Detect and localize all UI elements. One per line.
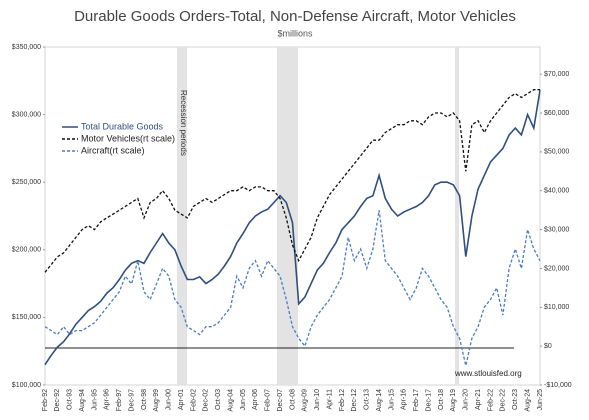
y-tick-label: $350,000 bbox=[12, 44, 41, 51]
recession-band bbox=[177, 47, 187, 385]
x-tick-label: Feb-22 bbox=[487, 389, 494, 411]
x-tick-label: Dec-22 bbox=[500, 389, 507, 412]
x-tick-label: Feb-17 bbox=[413, 389, 420, 411]
x-tick-label: Aug-94 bbox=[79, 389, 86, 412]
source-label: www.stlouisfed.org bbox=[454, 369, 522, 378]
x-tick-label: Oct-98 bbox=[141, 389, 148, 410]
x-tick-label: Aug-99 bbox=[153, 389, 160, 412]
y2-tick-label: -$10,000 bbox=[544, 382, 572, 389]
series-line bbox=[44, 210, 541, 366]
x-tick-label: Dec-17 bbox=[425, 389, 432, 412]
x-tick-label: Jun-00 bbox=[166, 389, 173, 411]
x-tick-label: Dec-92 bbox=[54, 389, 61, 412]
x-tick-label: Dec-12 bbox=[351, 389, 358, 412]
y2-tick-label: $30,000 bbox=[544, 226, 569, 233]
legend-label: Total Durable Goods bbox=[81, 121, 164, 131]
x-tick-label: Oct-08 bbox=[289, 389, 296, 410]
y-tick-label: $150,000 bbox=[12, 314, 41, 321]
x-tick-label: Aug-09 bbox=[302, 389, 309, 412]
y-tick-label: $300,000 bbox=[12, 111, 41, 118]
chart-subtitle: $millions bbox=[277, 28, 313, 38]
x-tick-label: Dec-02 bbox=[203, 389, 210, 412]
x-tick-label: Apr-96 bbox=[104, 389, 111, 410]
x-tick-label: Dec-07 bbox=[277, 389, 284, 412]
x-tick-label: Feb-02 bbox=[190, 389, 197, 411]
x-tick-label: Aug-24 bbox=[524, 389, 531, 412]
x-tick-label: Apr-21 bbox=[475, 389, 482, 410]
recession-band bbox=[277, 47, 298, 385]
y-tick-label: $100,000 bbox=[12, 382, 41, 389]
x-tick-label: Jun-95 bbox=[91, 389, 98, 411]
x-tick-label: Apr-16 bbox=[401, 389, 408, 410]
y2-tick-label: $60,000 bbox=[544, 110, 569, 117]
y2-tick-label: $10,000 bbox=[544, 304, 569, 311]
x-tick-label: Feb-12 bbox=[339, 389, 346, 411]
legend-label: Aircraft(rt scale) bbox=[81, 145, 145, 155]
x-tick-label: Aug-14 bbox=[376, 389, 383, 412]
x-tick-label: Dec-97 bbox=[128, 389, 135, 412]
y2-tick-label: $20,000 bbox=[544, 265, 569, 272]
x-tick-label: Jun-15 bbox=[388, 389, 395, 411]
x-tick-label: Apr-11 bbox=[326, 389, 333, 410]
legend: Total Durable Goods Motor Vehicles(rt sca… bbox=[62, 121, 175, 155]
series-line bbox=[44, 89, 540, 273]
x-tick-label: Jun-10 bbox=[314, 389, 321, 411]
x-tick-label: Oct-23 bbox=[512, 389, 519, 410]
x-tick-label: Jun-25 bbox=[537, 389, 544, 411]
y2-tick-label: $50,000 bbox=[544, 149, 569, 156]
y-tick-label: $250,000 bbox=[12, 179, 41, 186]
legend-label: Motor Vehicles(rt scale) bbox=[81, 133, 175, 143]
x-tick-label: Oct-03 bbox=[215, 389, 222, 410]
x-tick-label: Oct-18 bbox=[438, 389, 445, 410]
x-tick-label: Oct-93 bbox=[67, 389, 74, 410]
x-tick-label: Jun-05 bbox=[240, 389, 247, 411]
x-tick-label: Feb-92 bbox=[42, 389, 49, 411]
recession-label: Recession periods bbox=[179, 90, 188, 156]
y2-tick-label: $40,000 bbox=[544, 188, 569, 195]
x-tick-label: Apr-06 bbox=[252, 389, 259, 410]
x-tick-label: Feb-07 bbox=[265, 389, 272, 411]
x-tick-label: Feb-97 bbox=[116, 389, 123, 411]
x-tick-label: Jun-20 bbox=[463, 389, 470, 411]
y2-tick-label: $70,000 bbox=[544, 71, 569, 78]
x-tick-label: Oct-13 bbox=[364, 389, 371, 410]
series-line bbox=[44, 90, 541, 366]
chart-title: Durable Goods Orders-Total, Non-Defense … bbox=[74, 8, 516, 25]
x-tick-label: Apr-01 bbox=[178, 389, 185, 410]
recession-band bbox=[455, 47, 459, 385]
y2-tick-label: $0 bbox=[544, 343, 552, 350]
y-tick-label: $200,000 bbox=[12, 247, 41, 254]
x-tick-label: Aug-19 bbox=[450, 389, 457, 412]
x-tick-label: Aug-04 bbox=[227, 389, 234, 412]
